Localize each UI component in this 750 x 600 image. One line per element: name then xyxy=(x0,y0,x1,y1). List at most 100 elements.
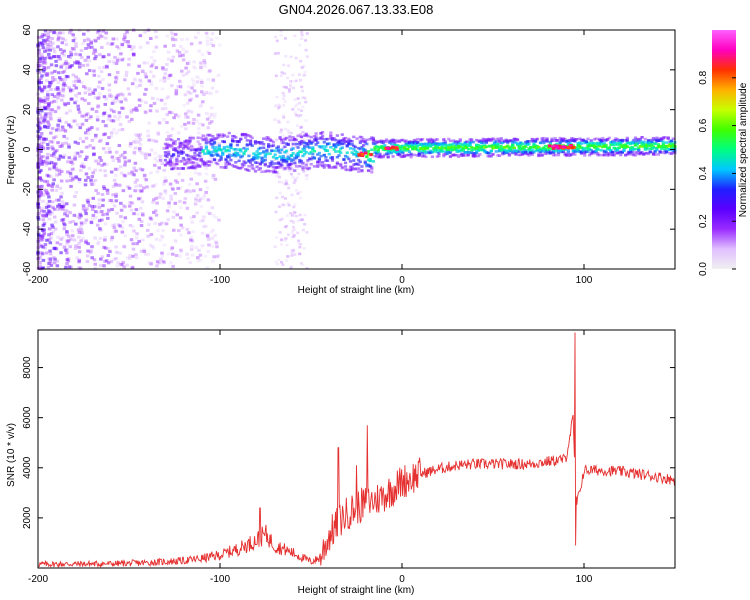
spectrogram-cell xyxy=(291,225,295,229)
spectrogram-cell xyxy=(484,138,489,141)
spectrogram-cell xyxy=(211,78,216,82)
spectrogram-cell xyxy=(401,150,405,153)
spectrogram-cell xyxy=(622,145,626,149)
spectrogram-y-tick-label: -60 xyxy=(22,261,33,276)
spectrogram-cell xyxy=(293,98,297,101)
spectrogram-cell xyxy=(347,137,351,141)
spectrogram-cell xyxy=(60,51,65,55)
spectrogram-cell xyxy=(39,244,44,248)
spectrogram-cell xyxy=(51,75,55,79)
spectrogram-cell xyxy=(535,147,539,151)
spectrogram-cell xyxy=(36,117,41,121)
spectrogram-cell xyxy=(138,184,143,188)
spectrogram-cell xyxy=(281,134,285,137)
spectrogram-cell xyxy=(144,87,148,91)
spectrogram-cell xyxy=(435,148,439,152)
spectrogram-cell xyxy=(180,37,184,41)
spectrogram-cell xyxy=(434,148,438,152)
spectrogram-cell xyxy=(651,151,656,155)
spectrogram-cell xyxy=(329,145,333,149)
spectrogram-cell xyxy=(473,146,477,150)
spectrogram-cell xyxy=(165,63,169,67)
spectrogram-cell xyxy=(56,96,60,100)
spectrogram-cell xyxy=(143,72,148,76)
spectrogram-cell xyxy=(276,166,281,169)
spectrogram-cell xyxy=(144,111,148,115)
spectrogram-cell xyxy=(171,142,176,145)
spectrogram-cell xyxy=(381,154,385,158)
spectrogram-cell xyxy=(347,139,351,143)
spectrogram-cell xyxy=(56,38,60,42)
spectrogram-cell xyxy=(257,147,261,151)
spectrogram-cell xyxy=(88,92,92,96)
spectrogram-cell xyxy=(460,152,464,156)
spectrogram-cell xyxy=(530,148,534,152)
spectrogram-cell xyxy=(135,85,139,89)
spectrogram-cell xyxy=(154,66,159,70)
spectrogram-cell xyxy=(171,215,176,219)
spectrogram-cell xyxy=(94,135,98,139)
spectrogram-cell xyxy=(396,139,400,143)
spectrogram-cell xyxy=(97,205,102,209)
spectrogram-cell xyxy=(144,152,148,156)
spectrogram-y-tick-label: 0 xyxy=(22,146,33,152)
spectrogram-cell xyxy=(230,163,235,167)
spectrogram-cell xyxy=(39,41,44,45)
spectrogram-cell xyxy=(643,137,647,141)
spectrogram-cell xyxy=(190,148,194,152)
spectrogram-cell xyxy=(599,148,603,152)
spectrogram-cell xyxy=(293,156,297,160)
spectrogram-cell xyxy=(658,138,662,142)
spectrogram-cell xyxy=(368,157,372,161)
spectrogram-cell xyxy=(203,254,208,258)
spectrogram-cell xyxy=(55,96,60,100)
spectrogram-cell xyxy=(209,106,214,110)
spectrogram-cell xyxy=(97,95,101,99)
spectrogram-cell xyxy=(107,83,112,87)
spectrogram-cell xyxy=(114,61,119,65)
spectrogram-cell xyxy=(561,150,566,154)
spectrogram-cell xyxy=(148,109,153,113)
spectrogram-cell xyxy=(44,79,49,83)
spectrogram-cell xyxy=(50,93,55,97)
spectrogram-cell xyxy=(199,66,203,70)
spectrogram-cell xyxy=(101,204,105,208)
spectrogram-cell xyxy=(210,156,215,160)
spectrogram-cell xyxy=(59,195,63,199)
spectrogram-cell xyxy=(39,131,44,135)
spectrogram-cell xyxy=(85,112,90,116)
spectrogram-cell xyxy=(48,159,52,163)
spectrogram-cell xyxy=(57,203,62,207)
spectrogram-cell xyxy=(112,128,116,132)
spectrogram-cell xyxy=(350,140,354,143)
spectrogram-cell xyxy=(660,137,664,141)
spectrogram-cell xyxy=(669,152,674,156)
spectrogram-cell xyxy=(166,57,171,61)
spectrogram-cell xyxy=(61,83,66,87)
spectrogram-cell xyxy=(304,142,308,145)
spectrogram-cell xyxy=(165,209,170,213)
spectrogram-cell xyxy=(41,266,45,270)
spectrogram-cell xyxy=(49,140,54,144)
spectrogram-cell xyxy=(178,141,182,145)
spectrogram-cell xyxy=(67,145,71,149)
spectrogram-cell xyxy=(183,197,188,201)
spectrogram-cell xyxy=(597,142,602,146)
spectrogram-cell xyxy=(481,148,485,152)
spectrogram-cell xyxy=(43,61,48,65)
spectrogram-cell xyxy=(90,256,94,260)
spectrogram-cell xyxy=(145,185,149,189)
spectrogram-cell xyxy=(56,204,60,208)
spectrogram-cell xyxy=(197,248,201,252)
spectrogram-cell xyxy=(252,155,256,159)
spectrogram-cell xyxy=(458,142,462,145)
spectrogram-cell xyxy=(112,226,117,230)
spectrogram-cell xyxy=(234,154,238,158)
spectrogram-cell xyxy=(183,50,188,54)
spectrogram-cell xyxy=(294,165,299,168)
spectrogram-cell xyxy=(537,150,541,153)
spectrogram-cell xyxy=(342,137,346,141)
spectrogram-cell xyxy=(41,199,45,203)
spectrogram-cell xyxy=(271,140,276,144)
